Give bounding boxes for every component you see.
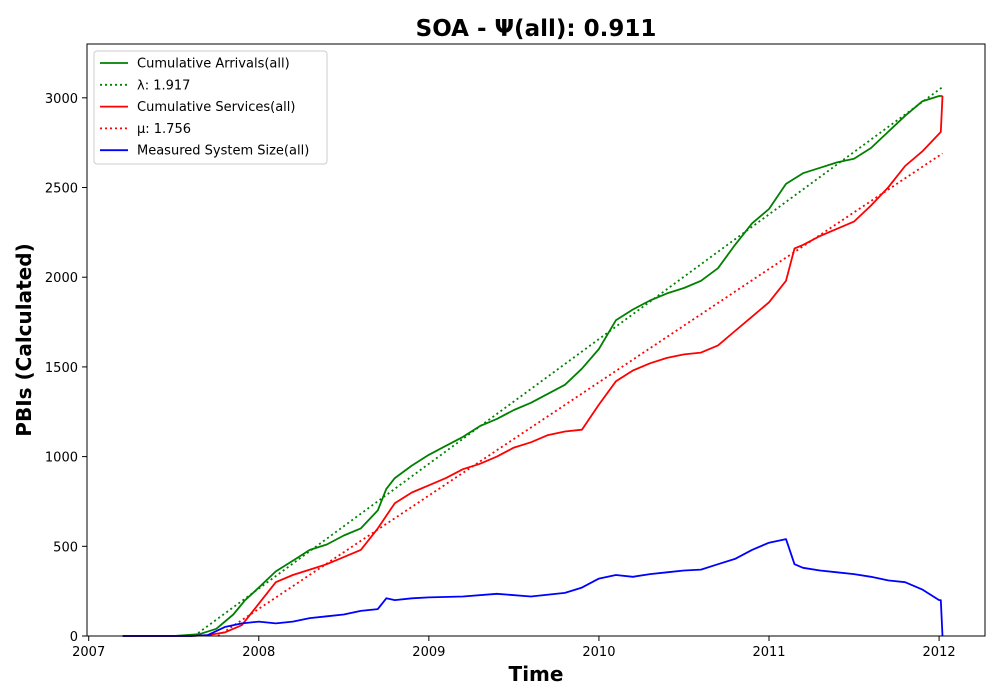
x-tick-label: 2012 — [923, 645, 956, 660]
legend-label-4: Measured System Size(all) — [137, 144, 309, 159]
legend-label-1: λ: 1.917 — [137, 78, 190, 93]
chart-title: SOA - Ψ(all): 0.911 — [416, 16, 657, 42]
legend-box — [93, 50, 328, 165]
y-tick-label: 1500 — [45, 361, 78, 376]
x-tick-label: 2010 — [582, 645, 615, 660]
legend: Cumulative Arrivals(all) λ: 1.917 Cumulati… — [93, 50, 328, 165]
x-tick-label: 2008 — [242, 645, 275, 660]
legend-label-2: Cumulative Services(all) — [137, 100, 295, 115]
y-tick-label: 0 — [70, 630, 78, 645]
y-tick-label: 2500 — [45, 182, 78, 197]
series-line-2 — [122, 95, 944, 637]
legend-items: Cumulative Arrivals(all) λ: 1.917 Cumulati… — [100, 57, 309, 159]
x-tick-label: 2009 — [412, 645, 445, 660]
axis-ticks: 2007 2008 2009 2010 2011 2012 0 500 1000 1500 2000… — [45, 92, 956, 660]
series-line-0 — [122, 95, 943, 637]
series-line-4 — [122, 538, 944, 637]
y-tick-label: 2000 — [45, 271, 78, 286]
plot-area — [122, 86, 944, 637]
x-tick-label: 2007 — [72, 645, 105, 660]
x-tick-label: 2011 — [752, 645, 785, 660]
legend-label-0: Cumulative Arrivals(all) — [137, 57, 290, 72]
y-tick-label: 500 — [53, 540, 78, 555]
plot-frame — [86, 43, 986, 637]
x-axis-title: Time — [509, 662, 564, 686]
y-tick-label: 3000 — [45, 92, 78, 107]
y-tick-label: 1000 — [45, 451, 78, 466]
legend-label-3: μ: 1.756 — [137, 122, 191, 137]
y-axis-title: PBIs (Calculated) — [12, 243, 36, 436]
series-line-3 — [217, 152, 943, 637]
